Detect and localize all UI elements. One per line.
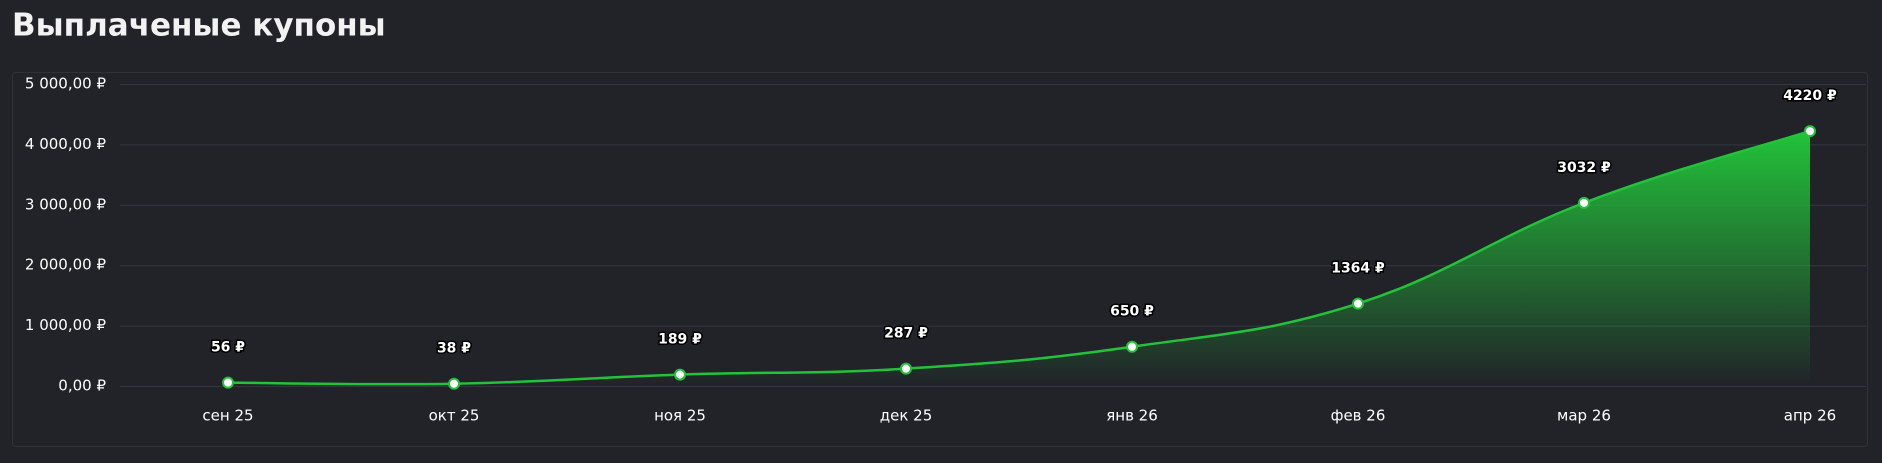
data-label: 650 ₽ [1110, 304, 1154, 320]
line [227, 129, 1811, 386]
point [674, 368, 686, 381]
x-tick-label: сен 25 [202, 407, 253, 425]
y-tick-label: 5 000,00 ₽ [25, 75, 107, 93]
data-label: 189 ₽ [658, 332, 702, 348]
y-tick-label: 2 000,00 ₽ [25, 256, 107, 274]
point [1804, 125, 1816, 138]
data-label: 3032 ₽ [1557, 160, 1611, 176]
x-tick-label: апр 26 [1784, 407, 1836, 425]
data-label: 1364 ₽ [1331, 261, 1385, 277]
point [1126, 340, 1138, 353]
x-tick-label: мар 26 [1557, 407, 1611, 425]
x-tick-label: янв 26 [1106, 407, 1158, 425]
panel [12, 72, 1868, 447]
y-tick-label: 1 000,00 ₽ [25, 316, 107, 334]
point [222, 376, 234, 389]
y-tick-label: 3 000,00 ₽ [25, 195, 107, 213]
area [228, 131, 1810, 386]
x-tick-label: окт 25 [429, 407, 480, 425]
point [1352, 297, 1364, 310]
x-tick-label: фев 26 [1331, 407, 1386, 425]
data-label: 4220 ₽ [1783, 88, 1837, 104]
data-label: 56 ₽ [211, 340, 245, 356]
point [448, 377, 460, 390]
x-tick-label: ноя 25 [654, 407, 706, 425]
data-label: 287 ₽ [884, 326, 928, 342]
point [900, 362, 912, 375]
y-tick-label: 4 000,00 ₽ [25, 135, 107, 153]
point [1578, 196, 1590, 209]
y-tick-label: 0,00 ₽ [58, 377, 106, 395]
data-label: 38 ₽ [437, 341, 471, 357]
x-tick-label: дек 25 [880, 407, 933, 425]
chart-title: Выплаченые купоны [12, 8, 386, 44]
